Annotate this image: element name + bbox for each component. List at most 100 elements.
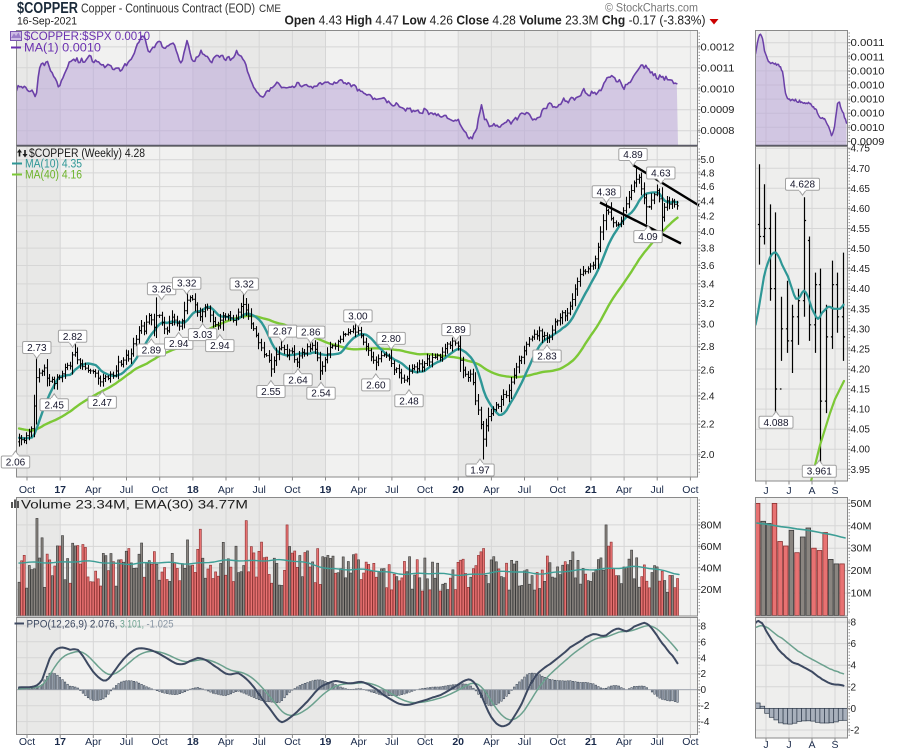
svg-text:4.05: 4.05 <box>851 425 871 436</box>
svg-text:0.0009: 0.0009 <box>851 137 885 148</box>
svg-text:8: 8 <box>851 618 857 629</box>
svg-text:2.60: 2.60 <box>366 380 386 391</box>
svg-text:Jul: Jul <box>120 736 133 748</box>
svg-text:-2: -2 <box>701 701 710 712</box>
svg-text:0.0010: 0.0010 <box>851 66 885 77</box>
svg-text:17: 17 <box>54 484 66 496</box>
svg-text:Oct: Oct <box>284 736 300 748</box>
svg-text:4.70: 4.70 <box>851 164 871 175</box>
svg-text:Oct: Oct <box>19 484 35 496</box>
svg-text:2.8: 2.8 <box>701 342 715 353</box>
svg-text:4: 4 <box>701 653 707 664</box>
svg-text:60M: 60M <box>701 542 722 553</box>
svg-text:Jul: Jul <box>120 484 133 496</box>
svg-text:2.73: 2.73 <box>27 343 47 354</box>
svg-text:4.00: 4.00 <box>851 445 871 456</box>
svg-text:0.0011: 0.0011 <box>851 52 885 63</box>
svg-text:8: 8 <box>701 621 707 632</box>
svg-text:Oct: Oct <box>152 484 168 496</box>
svg-text:J: J <box>786 739 791 750</box>
svg-text:2.82: 2.82 <box>63 332 83 343</box>
svg-text:19: 19 <box>320 736 332 748</box>
svg-text:3.32: 3.32 <box>234 280 254 291</box>
svg-text:0.0009: 0.0009 <box>701 105 735 116</box>
svg-text:$COPPER: $COPPER <box>17 0 78 17</box>
svg-text:0.0012: 0.0012 <box>701 42 735 53</box>
svg-text:17: 17 <box>54 736 66 748</box>
svg-text:MA(40) 4.16: MA(40) 4.16 <box>25 170 82 182</box>
svg-text:3.8: 3.8 <box>701 244 715 255</box>
svg-text:J: J <box>763 739 768 750</box>
svg-text:80M: 80M <box>701 520 722 531</box>
svg-text:-4: -4 <box>701 717 710 728</box>
svg-text:4.4: 4.4 <box>701 196 715 207</box>
svg-text:2.4: 2.4 <box>701 392 715 403</box>
svg-text:3.101,: 3.101, <box>120 619 144 631</box>
svg-text:2.80: 2.80 <box>381 334 401 345</box>
svg-text:Jul: Jul <box>650 484 663 496</box>
svg-text:2.94: 2.94 <box>210 341 230 352</box>
svg-text:4.50: 4.50 <box>851 244 871 255</box>
svg-text:2.47: 2.47 <box>92 398 112 409</box>
svg-text:2.6: 2.6 <box>701 366 715 377</box>
svg-text:2.64: 2.64 <box>288 375 308 386</box>
svg-text:Open 4.43 High 4.47 Low 4.26 C: Open 4.43 High 4.47 Low 4.26 Close 4.28 … <box>285 14 706 28</box>
svg-text:4.30: 4.30 <box>851 324 871 335</box>
svg-text:4.0: 4.0 <box>701 227 715 238</box>
svg-text:Jul: Jul <box>252 484 265 496</box>
svg-text:3.961: 3.961 <box>807 467 832 478</box>
svg-text:2: 2 <box>851 682 857 693</box>
svg-text:CME: CME <box>259 3 281 15</box>
svg-text:2.94: 2.94 <box>169 339 189 350</box>
svg-text:0.0010: 0.0010 <box>701 84 735 95</box>
svg-text:3.6: 3.6 <box>701 261 715 272</box>
svg-text:3.26: 3.26 <box>152 284 172 295</box>
svg-text:0.0011: 0.0011 <box>851 38 885 49</box>
svg-text:0.0010: 0.0010 <box>851 95 885 106</box>
svg-text:18: 18 <box>187 484 199 496</box>
svg-text:4.6: 4.6 <box>701 182 715 193</box>
svg-text:Oct: Oct <box>682 484 698 496</box>
svg-text:3.32: 3.32 <box>177 279 197 290</box>
svg-text:Apr: Apr <box>85 484 102 496</box>
svg-text:19: 19 <box>320 484 332 496</box>
svg-text:Jul: Jul <box>385 736 398 748</box>
svg-text:0.0010: 0.0010 <box>851 123 885 134</box>
svg-text:-2: -2 <box>851 726 860 737</box>
svg-text:40M: 40M <box>851 521 872 532</box>
svg-text:4.60: 4.60 <box>851 204 871 215</box>
svg-text:6: 6 <box>701 637 707 648</box>
svg-text:4.75: 4.75 <box>851 144 871 155</box>
svg-text:Jul: Jul <box>650 736 663 748</box>
svg-text:Apr: Apr <box>616 484 633 496</box>
svg-text:MA(10) 4.35: MA(10) 4.35 <box>25 159 82 171</box>
svg-text:2.2: 2.2 <box>701 420 715 431</box>
svg-text:2.83: 2.83 <box>537 352 557 363</box>
svg-text:4.55: 4.55 <box>851 224 871 235</box>
svg-text:4.35: 4.35 <box>851 304 871 315</box>
svg-text:© StockCharts.com: © StockCharts.com <box>605 1 698 15</box>
svg-text:Jul: Jul <box>518 484 531 496</box>
svg-text:3.03: 3.03 <box>193 330 213 341</box>
svg-text:10M: 10M <box>851 589 872 600</box>
svg-text:2.54: 2.54 <box>311 389 331 400</box>
svg-text:Apr: Apr <box>218 736 235 748</box>
svg-text:1.97: 1.97 <box>470 466 490 477</box>
svg-text:Oct: Oct <box>284 484 300 496</box>
svg-text:4.38: 4.38 <box>597 187 617 198</box>
svg-text:2.89: 2.89 <box>142 346 162 357</box>
svg-text:0.0010: 0.0010 <box>851 81 885 92</box>
svg-text:Oct: Oct <box>417 484 433 496</box>
svg-text:2.55: 2.55 <box>261 387 281 398</box>
svg-text:2.06: 2.06 <box>6 458 26 469</box>
svg-text:A: A <box>808 739 815 750</box>
svg-text:J: J <box>763 485 768 497</box>
svg-text:4.10: 4.10 <box>851 405 871 416</box>
svg-text:50M: 50M <box>851 499 872 510</box>
svg-text:3.4: 3.4 <box>701 279 715 290</box>
svg-text:Apr: Apr <box>616 736 633 748</box>
svg-text:2.48: 2.48 <box>399 396 419 407</box>
svg-text:A: A <box>808 485 815 497</box>
svg-text:4.8: 4.8 <box>701 168 715 179</box>
svg-text:Oct: Oct <box>682 736 698 748</box>
